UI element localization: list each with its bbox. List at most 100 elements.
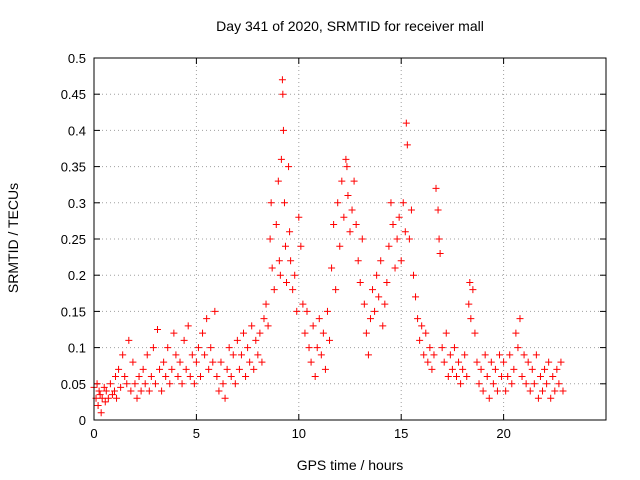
data-point <box>500 358 508 366</box>
data-point <box>244 344 252 352</box>
data-point <box>291 271 299 279</box>
data-point <box>219 380 227 388</box>
data-point <box>276 271 284 279</box>
data-point <box>475 380 483 388</box>
data-point <box>479 387 487 395</box>
data-point <box>435 235 443 243</box>
data-point <box>254 351 262 359</box>
data-point <box>270 286 278 294</box>
data-point <box>258 358 266 366</box>
data-point <box>440 358 448 366</box>
data-point <box>129 358 137 366</box>
data-point <box>93 380 101 388</box>
data-point <box>287 257 295 265</box>
data-point <box>225 344 233 352</box>
data-point <box>176 358 184 366</box>
data-point <box>551 387 559 395</box>
data-point <box>547 394 555 402</box>
data-point <box>286 228 294 236</box>
data-point <box>233 336 241 344</box>
data-point <box>463 373 471 381</box>
data-point <box>375 293 383 301</box>
data-point <box>283 278 291 286</box>
chart-title: Day 341 of 2020, SRMTID for receiver mal… <box>216 18 484 34</box>
data-point <box>356 278 364 286</box>
data-point <box>149 344 157 352</box>
data-point <box>354 257 362 265</box>
data-point <box>262 300 270 308</box>
data-point <box>465 300 473 308</box>
data-point <box>401 228 409 236</box>
data-point <box>297 242 305 250</box>
data-point <box>491 365 499 373</box>
x-tick-label: 15 <box>394 426 408 441</box>
data-point <box>485 394 493 402</box>
data-point <box>123 380 131 388</box>
data-point <box>334 199 342 207</box>
data-point <box>266 235 274 243</box>
data-point <box>201 351 209 359</box>
data-point <box>274 177 282 185</box>
data-point <box>555 380 563 388</box>
data-point <box>446 351 454 359</box>
y-axis-label: SRMTID / TECUs <box>5 183 21 293</box>
data-point <box>481 351 489 359</box>
data-point <box>362 329 370 337</box>
data-point <box>272 221 280 229</box>
data-point <box>240 329 248 337</box>
data-point <box>346 228 354 236</box>
y-tick-label: 0 <box>79 413 86 428</box>
data-point <box>338 177 346 185</box>
data-point <box>444 373 452 381</box>
data-point <box>96 391 104 399</box>
data-point <box>168 365 176 373</box>
data-point <box>528 365 536 373</box>
data-point <box>237 351 245 359</box>
data-point <box>137 387 145 395</box>
data-point <box>190 380 198 388</box>
data-point <box>184 322 192 330</box>
data-point <box>311 373 319 381</box>
data-point <box>344 192 352 200</box>
data-point <box>186 373 194 381</box>
data-point <box>285 163 293 171</box>
data-point <box>199 329 207 337</box>
data-point <box>264 322 272 330</box>
y-tick-label: 0.45 <box>61 87 86 102</box>
data-point <box>260 315 268 323</box>
data-point <box>385 242 393 250</box>
data-point <box>117 383 125 391</box>
data-point <box>97 409 105 417</box>
data-point <box>133 394 141 402</box>
data-point <box>293 307 301 315</box>
data-point <box>448 365 456 373</box>
data-point <box>461 351 469 359</box>
data-point <box>438 344 446 352</box>
y-tick-label: 0.05 <box>61 377 86 392</box>
data-point <box>395 213 403 221</box>
data-point <box>383 278 391 286</box>
data-point <box>147 373 155 381</box>
data-point <box>174 373 182 381</box>
data-point <box>115 365 123 373</box>
data-point <box>289 286 297 294</box>
data-point <box>299 300 307 308</box>
data-point <box>281 242 289 250</box>
data-point <box>188 351 196 359</box>
data-point <box>457 380 465 388</box>
data-point <box>387 199 395 207</box>
data-point <box>102 387 110 395</box>
data-point <box>162 373 170 381</box>
data-point <box>221 394 229 402</box>
data-point <box>151 380 159 388</box>
data-point <box>534 394 542 402</box>
data-point <box>323 307 331 315</box>
data-point <box>530 380 538 388</box>
data-point <box>343 163 351 171</box>
data-point <box>504 373 512 381</box>
data-point <box>455 358 463 366</box>
data-point <box>360 300 368 308</box>
data-point <box>416 336 424 344</box>
data-point <box>524 358 532 366</box>
